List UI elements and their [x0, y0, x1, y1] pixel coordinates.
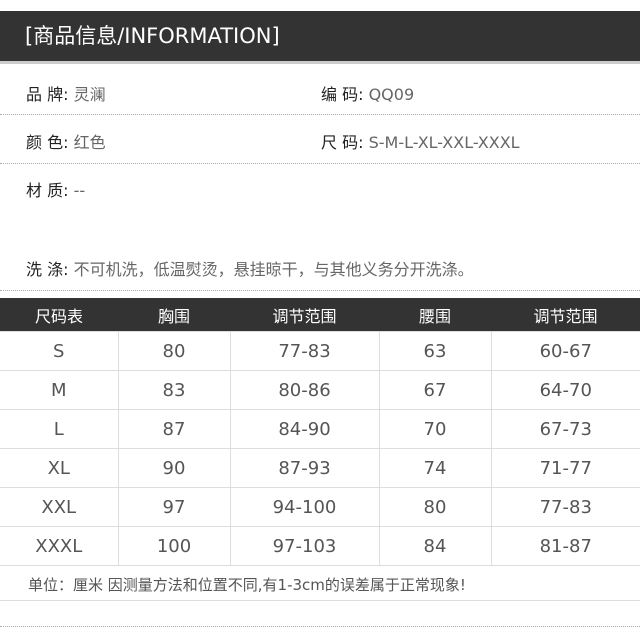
- brand-field: 品 牌: 灵澜: [26, 81, 106, 105]
- divider: [0, 290, 640, 291]
- table-cell: 83: [117, 370, 231, 410]
- table-cell: 77-83: [229, 331, 380, 371]
- code-field: 编 码: QQ09: [321, 81, 414, 105]
- color-value: 红色: [73, 133, 106, 152]
- size-table-header: 尺码表 胸围 调节范围 腰围 调节范围: [0, 298, 640, 332]
- wash-field: 洗 涤: 不可机洗，低温熨烫，悬挂晾干，与其他义务分开洗涤。: [26, 256, 474, 280]
- size-value: S-M-L-XL-XXL-XXXL: [368, 133, 520, 152]
- table-cell: L: [0, 409, 119, 449]
- column-header: 调节范围: [491, 298, 640, 332]
- divider: [0, 163, 640, 164]
- size-field: 尺 码: S-M-L-XL-XXL-XXXL: [321, 129, 520, 153]
- color-label: 颜 色:: [26, 133, 69, 152]
- table-cell: 87-93: [229, 448, 380, 488]
- table-row: S 80 77-83 63 60-67: [0, 331, 640, 371]
- column-header: 胸围: [118, 298, 230, 332]
- material-label: 材 质:: [26, 181, 69, 200]
- table-cell: 71-77: [490, 448, 640, 488]
- divider: [0, 626, 640, 627]
- table-row: XXL 97 94-100 80 77-83: [0, 487, 640, 527]
- color-field: 颜 色: 红色: [26, 129, 106, 153]
- table-cell: 80-86: [229, 370, 380, 410]
- section-header: [商品信息/INFORMATION]: [0, 11, 640, 64]
- table-cell: XL: [0, 448, 119, 488]
- table-cell: 81-87: [490, 526, 640, 566]
- table-cell: 80: [378, 487, 492, 527]
- brand-label: 品 牌:: [26, 85, 69, 104]
- table-cell: 84-90: [229, 409, 380, 449]
- size-label: 尺 码:: [321, 133, 364, 152]
- wash-label: 洗 涤:: [26, 260, 69, 279]
- table-cell: 74: [378, 448, 492, 488]
- table-cell: 70: [378, 409, 492, 449]
- table-cell: 87: [117, 409, 231, 449]
- table-cell: M: [0, 370, 119, 410]
- table-cell: 94-100: [229, 487, 380, 527]
- code-label: 编 码:: [321, 85, 364, 104]
- table-cell: 67: [378, 370, 492, 410]
- size-table: 尺码表 胸围 调节范围 腰围 调节范围 S 80 77-83 63 60-67 M 83 80-86 6…: [0, 298, 640, 566]
- table-cell: XXXL: [0, 526, 119, 566]
- table-cell: 77-83: [490, 487, 640, 527]
- column-header: 尺码表: [0, 298, 118, 332]
- table-cell: 60-67: [490, 331, 640, 371]
- table-cell: 63: [378, 331, 492, 371]
- measurement-note: 单位：厘米 因测量方法和位置不同,有1-3cm的误差属于正常现象!: [28, 576, 466, 594]
- table-cell: XXL: [0, 487, 119, 527]
- code-value: QQ09: [368, 85, 415, 104]
- table-cell: 97: [117, 487, 231, 527]
- table-row: XXXL 100 97-103 84 81-87: [0, 526, 640, 566]
- material-value: --: [73, 181, 86, 200]
- table-cell: 67-73: [490, 409, 640, 449]
- table-cell: 100: [117, 526, 231, 566]
- table-row: XL 90 87-93 74 71-77: [0, 448, 640, 488]
- brand-value: 灵澜: [73, 85, 106, 104]
- table-cell: 97-103: [229, 526, 380, 566]
- column-header: 腰围: [379, 298, 491, 332]
- table-cell: 80: [117, 331, 231, 371]
- wash-value: 不可机洗，低温熨烫，悬挂晾干，与其他义务分开洗涤。: [73, 260, 474, 279]
- table-cell: 84: [378, 526, 492, 566]
- column-header: 调节范围: [230, 298, 379, 332]
- table-row: L 87 84-90 70 67-73: [0, 409, 640, 449]
- table-cell: 90: [117, 448, 231, 488]
- table-row: M 83 80-86 67 64-70: [0, 370, 640, 410]
- divider: [0, 600, 640, 601]
- table-cell: S: [0, 331, 119, 371]
- material-field: 材 质: --: [26, 177, 85, 201]
- divider: [0, 114, 640, 115]
- size-table-body: S 80 77-83 63 60-67 M 83 80-86 67 64-70 L 87 84-90 70…: [0, 331, 640, 566]
- table-cell: 64-70: [490, 370, 640, 410]
